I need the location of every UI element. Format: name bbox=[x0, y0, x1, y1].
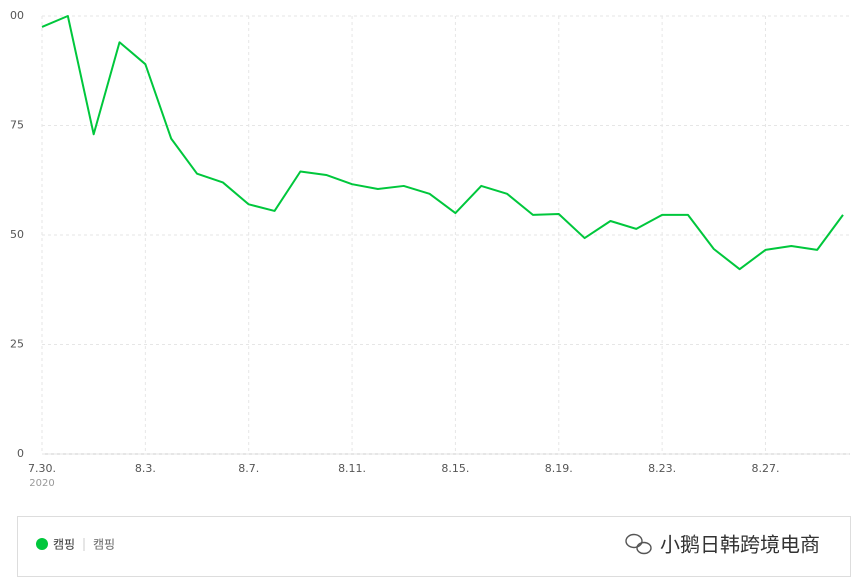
y-tick-label: 75 bbox=[10, 119, 24, 132]
x-tick-label: 8.11. bbox=[338, 462, 366, 475]
x-tick-label: 8.3. bbox=[135, 462, 156, 475]
watermark: 小鹅日韩跨境电商 bbox=[660, 533, 820, 557]
x-tick-label: 7.30. bbox=[28, 462, 56, 475]
x-tick-label: 8.7. bbox=[238, 462, 259, 475]
y-tick-label: 00 bbox=[10, 9, 24, 22]
legend-box bbox=[17, 516, 851, 577]
y-tick-label: 50 bbox=[10, 228, 24, 241]
y-tick-label: 0 bbox=[17, 447, 24, 460]
series-line bbox=[41, 15, 844, 271]
x-tick-label: 8.27. bbox=[751, 462, 779, 475]
x-tick-label: 8.19. bbox=[545, 462, 573, 475]
y-tick-label: 25 bbox=[10, 338, 24, 351]
legend-label: 캠핑 bbox=[53, 538, 75, 552]
wechat-icon bbox=[625, 533, 652, 555]
legend-marker bbox=[36, 538, 48, 550]
x-tick-label: 8.15. bbox=[441, 462, 469, 475]
legend-keywords: 캠핑 bbox=[93, 538, 115, 552]
year-label: 2020 bbox=[29, 478, 54, 489]
x-tick-label: 8.23. bbox=[648, 462, 676, 475]
